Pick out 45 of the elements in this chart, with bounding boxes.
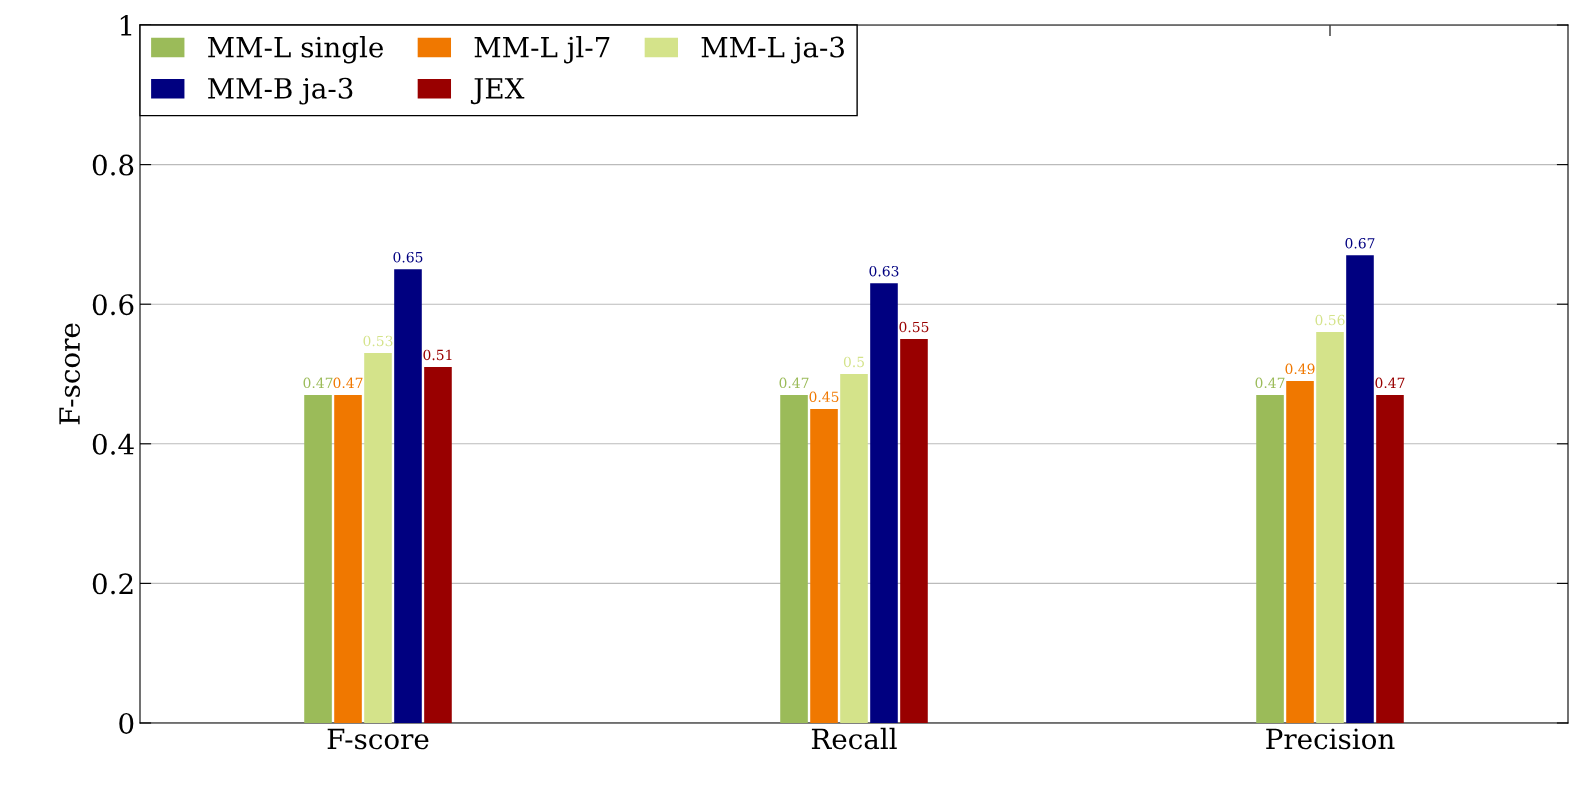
bar bbox=[1346, 255, 1374, 723]
data-label: 0.67 bbox=[1345, 237, 1375, 249]
data-label: 0.47 bbox=[1255, 377, 1285, 389]
bar bbox=[304, 394, 332, 723]
data-label: 0.53 bbox=[363, 335, 393, 347]
y-axis-title: F-score bbox=[59, 323, 81, 425]
legend-label: MM-B ja-3 bbox=[208, 77, 353, 105]
data-label: 0.56 bbox=[1315, 314, 1345, 326]
legend-label: MM-L jl-7 bbox=[474, 36, 610, 64]
data-label: 0.47 bbox=[303, 377, 333, 389]
bar bbox=[900, 339, 928, 723]
bar bbox=[424, 367, 452, 723]
bar bbox=[780, 394, 808, 723]
x-tick-label: Recall bbox=[811, 727, 897, 750]
legend-label: MM-L ja-3 bbox=[701, 36, 844, 64]
data-label: 0.47 bbox=[779, 377, 809, 389]
bar bbox=[1256, 394, 1284, 723]
data-label: 0.49 bbox=[1285, 363, 1315, 375]
bar bbox=[1376, 394, 1404, 723]
data-label: 0.5 bbox=[843, 356, 864, 368]
y-tick-label: 0.8 bbox=[92, 154, 134, 176]
data-label: 0.51 bbox=[423, 349, 452, 361]
data-label: 0.47 bbox=[1375, 377, 1405, 389]
y-tick-label: 0.4 bbox=[92, 433, 134, 455]
x-tick-label: F-score bbox=[327, 728, 429, 750]
data-label: 0.63 bbox=[869, 265, 899, 277]
bar bbox=[364, 353, 392, 723]
bar bbox=[394, 269, 422, 723]
bar bbox=[1286, 380, 1314, 723]
data-label: 0.45 bbox=[809, 391, 839, 403]
y-tick-label: 1 bbox=[120, 14, 132, 36]
data-label: 0.65 bbox=[393, 251, 423, 263]
y-tick-label: 0 bbox=[119, 712, 134, 734]
bar bbox=[1316, 332, 1344, 723]
legend-label: JEX bbox=[470, 78, 525, 105]
bar bbox=[334, 394, 362, 723]
bar bbox=[870, 283, 898, 723]
y-tick-label: 0.6 bbox=[92, 294, 134, 316]
data-label: 0.47 bbox=[333, 377, 363, 389]
bar bbox=[810, 408, 838, 723]
x-tick-label: Precision bbox=[1266, 728, 1395, 750]
data-label: 0.55 bbox=[899, 321, 929, 333]
legend-label: MM-L single bbox=[208, 36, 383, 64]
bar bbox=[840, 374, 868, 723]
y-tick-label: 0.2 bbox=[92, 573, 133, 595]
